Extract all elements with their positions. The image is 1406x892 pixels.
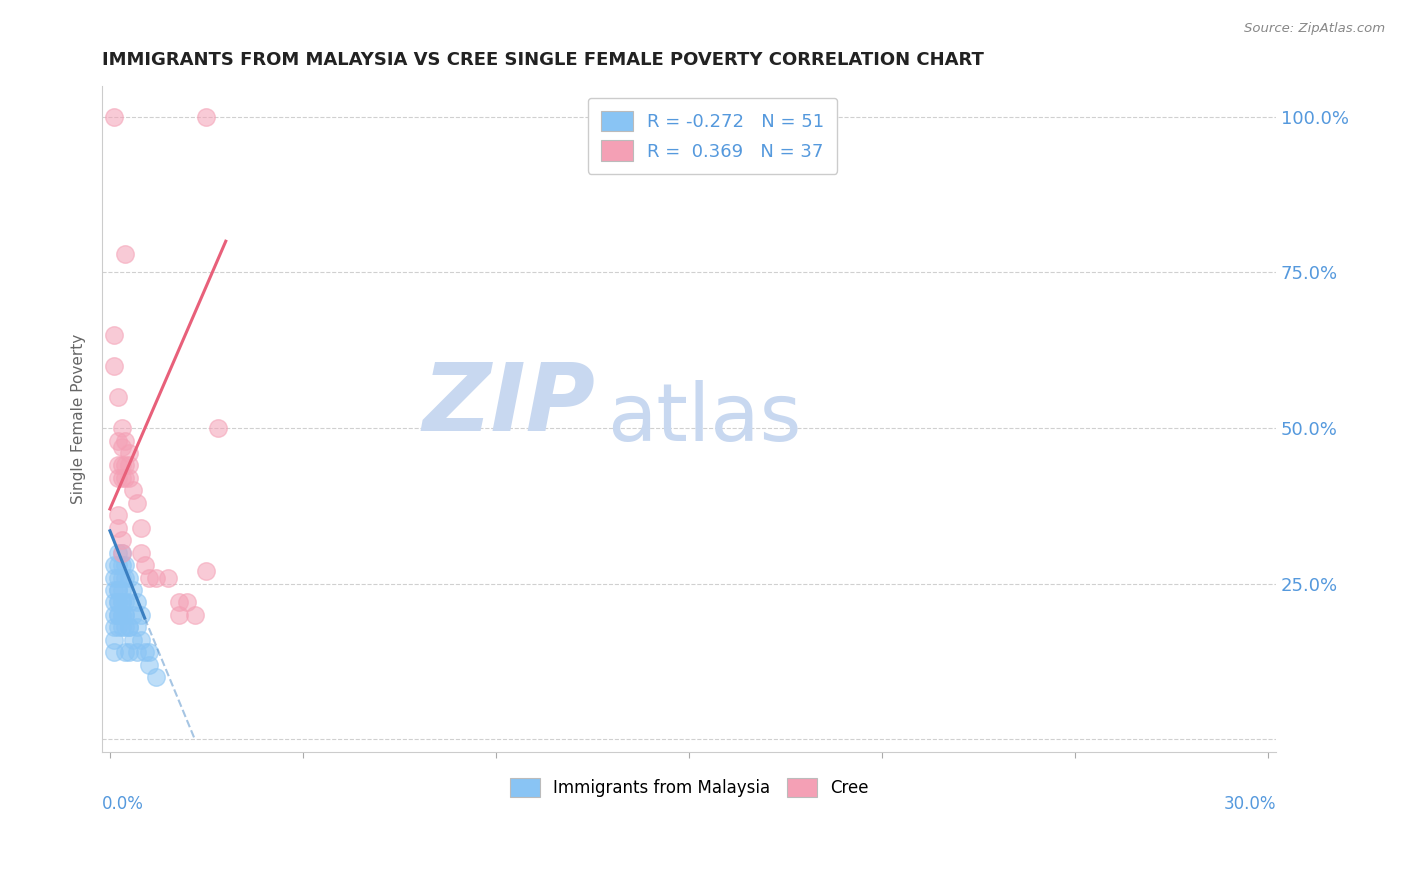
Point xyxy=(114,607,136,622)
Point xyxy=(122,632,145,647)
Point xyxy=(129,632,152,647)
Point xyxy=(122,582,145,597)
Point xyxy=(103,607,125,622)
Point xyxy=(107,558,129,572)
Point xyxy=(110,546,132,560)
Point xyxy=(114,570,136,584)
Point xyxy=(107,458,129,473)
Point xyxy=(107,620,129,634)
Point xyxy=(118,620,141,634)
Point xyxy=(156,570,179,584)
Point xyxy=(114,607,136,622)
Text: 30.0%: 30.0% xyxy=(1223,796,1277,814)
Point xyxy=(107,607,129,622)
Point xyxy=(169,607,191,622)
Point xyxy=(114,458,136,473)
Point xyxy=(103,570,125,584)
Point xyxy=(110,421,132,435)
Text: 0.0%: 0.0% xyxy=(103,796,143,814)
Point xyxy=(110,595,132,609)
Point xyxy=(129,546,152,560)
Point xyxy=(110,595,132,609)
Text: IMMIGRANTS FROM MALAYSIA VS CREE SINGLE FEMALE POVERTY CORRELATION CHART: IMMIGRANTS FROM MALAYSIA VS CREE SINGLE … xyxy=(103,51,984,69)
Point xyxy=(138,645,160,659)
Point xyxy=(114,471,136,485)
Point xyxy=(138,657,160,672)
Point xyxy=(107,595,129,609)
Point xyxy=(107,390,129,404)
Point xyxy=(110,471,132,485)
Point xyxy=(107,434,129,448)
Point xyxy=(145,570,167,584)
Point xyxy=(118,570,141,584)
Point xyxy=(118,645,141,659)
Point xyxy=(107,471,129,485)
Point xyxy=(118,471,141,485)
Point xyxy=(114,246,136,260)
Point xyxy=(110,533,132,548)
Point xyxy=(107,607,129,622)
Legend: Immigrants from Malaysia, Cree: Immigrants from Malaysia, Cree xyxy=(503,771,875,804)
Y-axis label: Single Female Poverty: Single Female Poverty xyxy=(72,334,86,504)
Point xyxy=(138,570,160,584)
Point xyxy=(107,582,129,597)
Point xyxy=(103,632,125,647)
Point xyxy=(110,570,132,584)
Point xyxy=(107,570,129,584)
Point xyxy=(118,446,141,460)
Point xyxy=(118,595,141,609)
Point xyxy=(107,582,129,597)
Point xyxy=(114,595,136,609)
Text: Source: ZipAtlas.com: Source: ZipAtlas.com xyxy=(1244,22,1385,36)
Point xyxy=(184,607,207,622)
Point xyxy=(134,558,156,572)
Point xyxy=(114,620,136,634)
Point xyxy=(110,440,132,454)
Point xyxy=(114,645,136,659)
Point xyxy=(107,595,129,609)
Point xyxy=(145,670,167,684)
Point xyxy=(195,564,218,578)
Point xyxy=(118,458,141,473)
Text: ZIP: ZIP xyxy=(422,359,595,451)
Point xyxy=(134,645,156,659)
Point xyxy=(114,434,136,448)
Point xyxy=(110,607,132,622)
Point xyxy=(107,546,129,560)
Point xyxy=(103,110,125,124)
Point xyxy=(110,607,132,622)
Point xyxy=(207,421,229,435)
Point xyxy=(129,607,152,622)
Point xyxy=(110,558,132,572)
Point xyxy=(122,483,145,498)
Point xyxy=(107,508,129,523)
Point xyxy=(103,595,125,609)
Point xyxy=(110,546,132,560)
Point xyxy=(125,645,148,659)
Point xyxy=(125,620,148,634)
Point xyxy=(103,558,125,572)
Text: atlas: atlas xyxy=(607,380,801,458)
Point xyxy=(125,595,148,609)
Point xyxy=(169,595,191,609)
Point xyxy=(107,521,129,535)
Point xyxy=(103,327,125,342)
Point xyxy=(103,645,125,659)
Point xyxy=(122,607,145,622)
Point xyxy=(129,521,152,535)
Point xyxy=(125,496,148,510)
Point xyxy=(103,359,125,373)
Point xyxy=(110,582,132,597)
Point xyxy=(103,582,125,597)
Point xyxy=(176,595,198,609)
Point xyxy=(118,620,141,634)
Point xyxy=(110,458,132,473)
Point xyxy=(195,110,218,124)
Point xyxy=(114,558,136,572)
Point xyxy=(103,620,125,634)
Point xyxy=(110,620,132,634)
